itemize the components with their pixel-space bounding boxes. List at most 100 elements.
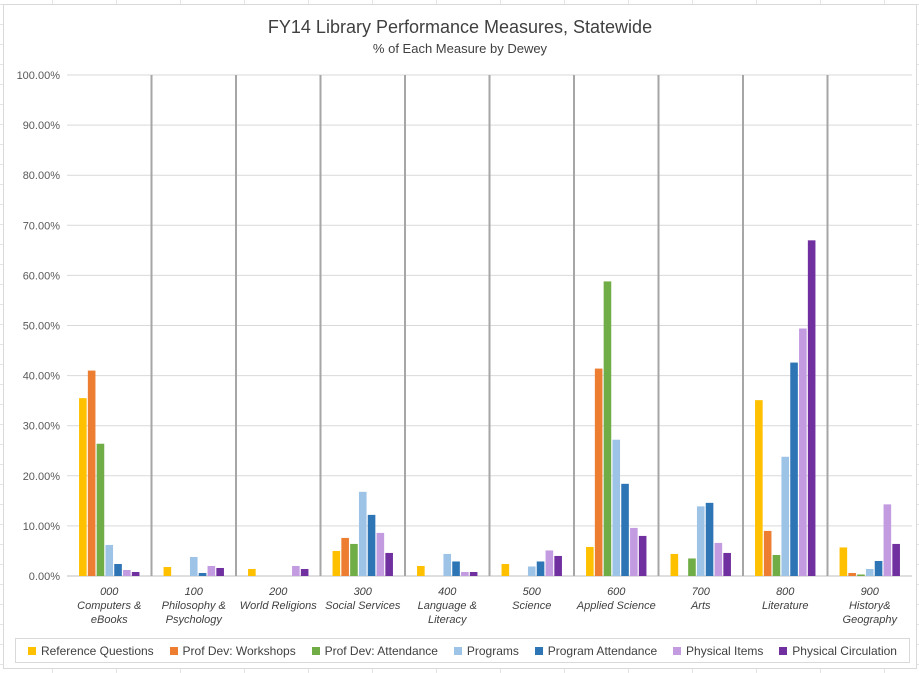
bar	[638, 535, 647, 576]
x-tick-label: 100	[185, 586, 204, 598]
bar	[131, 571, 140, 576]
y-tick-label: 40.00%	[23, 371, 61, 383]
bar	[376, 532, 385, 576]
bar	[594, 368, 603, 576]
legend-swatch	[453, 646, 462, 655]
bar	[772, 554, 781, 576]
legend-label: Prof Dev: Attendance	[324, 643, 438, 658]
bar	[292, 565, 300, 576]
y-tick-label: 50.00%	[23, 321, 61, 333]
x-tick-label: 600	[607, 586, 626, 598]
x-tick-label: 700	[692, 586, 711, 598]
chart-title: FY14 Library Performance Measures, State…	[267, 17, 653, 37]
bar	[341, 537, 349, 576]
bar	[865, 568, 874, 576]
legend-swatch	[27, 646, 36, 655]
bar	[385, 552, 393, 576]
bar	[367, 514, 376, 576]
bar	[839, 547, 848, 576]
y-tick-label: 80.00%	[23, 170, 61, 182]
bar	[892, 543, 900, 576]
bar	[350, 543, 358, 576]
bar	[586, 546, 594, 576]
legend-swatch	[311, 646, 320, 655]
bar	[527, 566, 536, 576]
y-tick-label: 20.00%	[23, 471, 61, 483]
plot-area: 0.00% 10.00% 20.00% 30.00% 40.00% 50.00% 60.00…	[17, 70, 912, 626]
bar	[630, 527, 638, 576]
bar	[300, 568, 309, 576]
bar	[216, 567, 224, 576]
legend-item: Physical Circulation	[779, 644, 897, 658]
x-tick-label: Language &	[418, 600, 477, 612]
bar	[688, 558, 696, 576]
bar	[189, 556, 198, 576]
bar	[536, 561, 545, 576]
bar	[114, 563, 122, 576]
bar	[612, 439, 621, 576]
chart-area[interactable]: FY14 Library Performance Measures, State…	[3, 4, 917, 669]
legend-item: Program Attendance	[534, 643, 658, 658]
bar	[554, 555, 562, 576]
x-tick-label: Arts	[690, 600, 711, 612]
chart-subtitle: % of Each Measure by Dewey	[372, 41, 548, 56]
legend-item: Programs	[453, 643, 519, 658]
x-tick-label: History&	[849, 600, 891, 612]
legend-label: Programs	[466, 643, 519, 658]
x-tick-label: Literature	[762, 600, 808, 612]
bar	[781, 456, 790, 576]
x-tick-label: 200	[268, 586, 288, 598]
bar	[763, 530, 772, 576]
bar	[705, 502, 714, 576]
x-tick-label: Computers &	[77, 600, 141, 612]
legend-label: Prof Dev: Workshops	[182, 643, 296, 658]
legend-item: Prof Dev: Workshops	[169, 643, 296, 658]
bar	[123, 569, 131, 576]
bar	[96, 443, 105, 576]
legend-swatch	[779, 646, 788, 655]
bar	[105, 544, 114, 576]
bar	[807, 240, 816, 576]
bar	[248, 568, 256, 576]
y-tick-label: 10.00%	[23, 521, 61, 533]
x-tick-label: Geography	[843, 614, 899, 626]
y-tick-label: 70.00%	[23, 220, 61, 232]
bar	[799, 328, 807, 576]
x-tick-label: 500	[523, 586, 542, 598]
legend-item: Prof Dev: Attendance	[311, 643, 438, 658]
x-tick-label: World Religions	[240, 600, 318, 612]
bar	[883, 504, 892, 576]
legend-label: Physical Circulation	[792, 643, 897, 658]
y-tick-label: 30.00%	[23, 421, 61, 433]
legend-label: Program Attendance	[547, 643, 658, 658]
legend-item: Reference Questions	[27, 644, 154, 658]
bar	[443, 553, 452, 576]
y-tick-label: 0.00%	[29, 571, 60, 583]
x-tick-label: 000	[100, 586, 119, 598]
x-tick-label: 400	[438, 586, 457, 598]
legend-item: Physical Items	[673, 644, 763, 658]
bar	[207, 565, 216, 576]
y-tick-label: 90.00%	[23, 120, 61, 132]
x-tick-label: Social Services	[325, 600, 401, 612]
bar	[545, 550, 554, 576]
bar	[163, 566, 172, 576]
bar	[501, 563, 510, 576]
bar	[603, 281, 612, 576]
chart-legend: Reference Questions Prof Dev: Workshops Pr…	[15, 638, 910, 663]
legend-label: Physical Items	[686, 643, 764, 658]
x-tick-label: Psychology	[166, 614, 224, 626]
bar	[87, 370, 96, 576]
legend-swatch	[169, 646, 178, 655]
x-tick-label: Applied Science	[576, 600, 656, 612]
bar	[790, 362, 798, 576]
bar	[79, 398, 87, 576]
bar	[198, 572, 207, 576]
bar	[755, 400, 763, 576]
bar	[452, 561, 460, 576]
x-tick-label: 800	[776, 586, 795, 598]
y-tick-label: 60.00%	[23, 270, 61, 282]
bar	[723, 552, 731, 576]
bar	[332, 550, 341, 576]
x-tick-label: Science	[512, 600, 551, 612]
